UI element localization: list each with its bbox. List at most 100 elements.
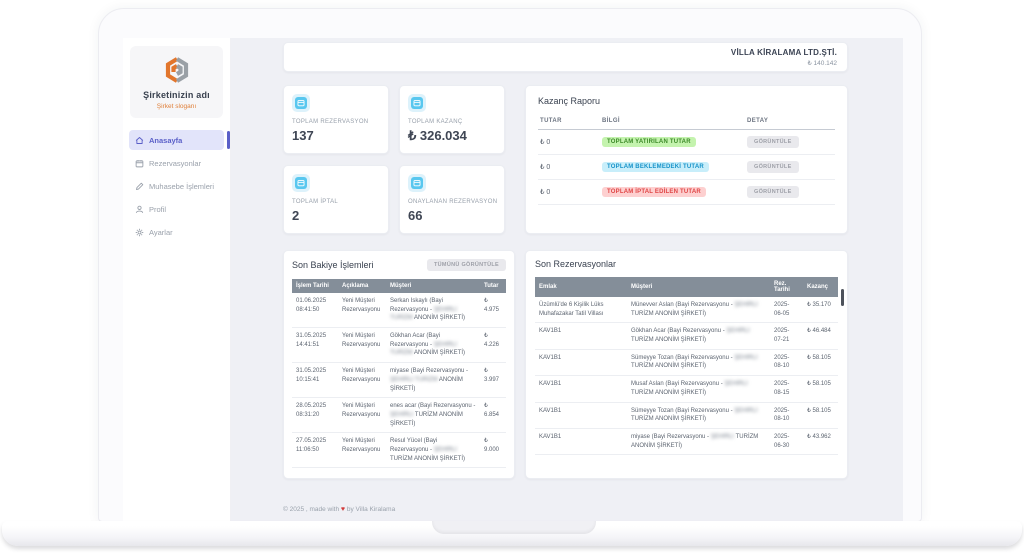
sidebar-item-ayarlar[interactable]: Ayarlar <box>129 222 224 242</box>
stat-value: 2 <box>292 208 300 223</box>
kazanc-cell: ₺ 35.170 <box>803 297 838 324</box>
musteri-cell: Serkan Iskaylı (Bayi Rezervasyonu - ŞEHİ… <box>386 293 480 329</box>
column-header: Tutar <box>480 279 506 293</box>
redacted-text: ŞEHİRLİ <box>726 328 750 335</box>
calendar-icon <box>135 159 144 167</box>
kazanc-cell: ₺ 58.105 <box>803 349 838 377</box>
user-icon <box>135 205 144 213</box>
table-row: Üzümlü'de 6 Kişilik Lüks Muhafazakar Tat… <box>535 297 838 324</box>
sidebar-item-rezervasyonlar[interactable]: Rezervasyonlar <box>129 153 224 173</box>
panel-title: Son Rezervasyonlar <box>535 259 617 269</box>
stat-value: 66 <box>408 208 423 223</box>
son-bakiye-panel: Son Bakiye İşlemleri TÜMÜNÜ GÖRÜNTÜLE İş… <box>283 250 515 479</box>
musteri-cell: Musaf Aslan (Bayi Rezervasyonu - ŞEHİRLİ… <box>627 375 770 403</box>
scrollbar-thumb[interactable] <box>841 289 844 306</box>
rez-tarihi-cell: 2025- 08-10 <box>770 349 803 377</box>
table-row: ₺ 0 TOPLAM BEKLEMEDEKİ TUTAR GÖRÜNTÜLE <box>538 154 835 180</box>
home-icon <box>135 136 144 144</box>
kazanc-raporu-panel: Kazanç Raporu TUTAR BİLGİ DETAY ₺ 0 <box>525 85 848 234</box>
kazanc-raporu-table: TUTAR BİLGİ DETAY ₺ 0 TOPLAM YATIRILAN T… <box>538 115 835 205</box>
reservation-icon <box>292 94 310 112</box>
top-row: TOPLAM REZERVASYON 137 TOPLAM KAZANÇ ₺ 3… <box>283 85 848 234</box>
emlak-cell: KAV1B1 <box>535 375 627 403</box>
rez-tarihi-cell: 2025- 08-15 <box>770 375 803 403</box>
stat-label: TOPLAM İPTAL <box>292 199 339 205</box>
table-row: 31.05.2025 10:15:41 Yeni Müşteri Rezervas… <box>292 362 506 399</box>
sidebar-item-label: Ayarlar <box>149 227 173 237</box>
table-row: KAV1B1 miyase (Bayi Rezervasyonu - ŞEHİR… <box>535 428 838 456</box>
bottom-row: Son Bakiye İşlemleri TÜMÜNÜ GÖRÜNTÜLE İş… <box>283 250 848 479</box>
laptop-screen-frame: Şirketinizin adı Şirket sloganı Anasayfa… <box>98 8 922 522</box>
logo-card: Şirketinizin adı Şirket sloganı <box>130 46 223 118</box>
view-all-button[interactable]: TÜMÜNÜ GÖRÜNTÜLE <box>427 259 506 271</box>
rez-tarihi-cell: 2025- 08-10 <box>770 402 803 429</box>
musteri-cell: Gökhan Acar (Bayi Rezervasyonu - ŞEHİRLİ… <box>627 322 770 350</box>
table-row: KAV1B1 Sümeyye Tozan (Bayi Rezervasyonu … <box>535 402 838 429</box>
tutar-cell: ₺ 0 <box>538 154 600 180</box>
status-badge: TOPLAM BEKLEMEDEKİ TUTAR <box>602 162 709 172</box>
column-header: Rez. Tarihi <box>770 277 803 297</box>
column-header-detay: DETAY <box>745 115 835 130</box>
table-row: ₺ 0 TOPLAM YATIRILAN TUTAR GÖRÜNTÜLE <box>538 129 835 155</box>
musteri-cell: enes acar (Bayi Rezervasyonu - ŞEHİRLİ T… <box>386 397 480 434</box>
musteri-cell: miyase (Bayi Rezervasyonu - ŞEHİRLİ TURİ… <box>627 428 770 456</box>
column-header-tutar: TUTAR <box>538 115 600 130</box>
musteri-cell: Sümeyye Tozan (Bayi Rezervasyonu - ŞEHİR… <box>627 349 770 377</box>
topbar-balance: ₺ 140.142 <box>807 59 837 67</box>
panel-title: Kazanç Raporu <box>538 96 601 106</box>
column-header: Açıklama <box>338 279 386 293</box>
redacted-text: ŞEHİRLİ <box>724 381 748 388</box>
laptop-base <box>2 521 1022 546</box>
table-row: 28.05.2025 08:31:20 Yeni Müşteri Rezervas… <box>292 397 506 434</box>
table-row: KAV1B1 Sümeyye Tozan (Bayi Rezervasyonu … <box>535 349 838 377</box>
sidebar-item-anasayfa[interactable]: Anasayfa <box>129 130 230 150</box>
column-header: Kazanç <box>803 277 838 297</box>
tutar-cell: ₺ 6.854 <box>480 397 506 434</box>
stat-value: ₺ 326.034 <box>408 128 467 143</box>
column-header: İşlem Tarihi <box>292 279 338 293</box>
stats-grid: TOPLAM REZERVASYON 137 TOPLAM KAZANÇ ₺ 3… <box>283 85 505 234</box>
redacted-text: ŞEHİRLİ TURİZM <box>390 376 438 383</box>
sidebar-item-muhasebe[interactable]: Muhasebe İşlemleri <box>129 176 224 196</box>
sidebar-item-label: Profil <box>149 204 167 214</box>
sidebar-item-label: Rezervasyonlar <box>149 158 202 168</box>
emlak-cell: Üzümlü'de 6 Kişilik Lüks Muhafazakar Tat… <box>535 297 627 324</box>
musteri-cell: miyase (Bayi Rezervasyonu - ŞEHİRLİ TURİ… <box>386 362 480 399</box>
view-button[interactable]: GÖRÜNTÜLE <box>747 186 799 198</box>
sidebar-menu: Anasayfa Rezervasyonlar Muhasebe İşlemle… <box>123 128 230 247</box>
islem-tarihi-cell: 31.05.2025 14:41:51 <box>292 327 338 364</box>
kazanc-cell: ₺ 58.105 <box>803 402 838 429</box>
redacted-text: ŞEHİRLİ TURİZM <box>390 306 458 322</box>
stat-label: TOPLAM REZERVASYON <box>292 119 369 125</box>
redacted-text: ŞEHİRLİ <box>390 411 414 418</box>
sidebar-item-label: Anasayfa <box>149 135 183 145</box>
kazanc-cell: ₺ 46.484 <box>803 322 838 350</box>
islem-tarihi-cell: 31.05.2025 10:15:41 <box>292 362 338 399</box>
column-header: Müşteri <box>386 279 480 293</box>
emlak-cell: KAV1B1 <box>535 402 627 429</box>
table-row: 01.06.2025 08:41:50 Yeni Müşteri Rezervas… <box>292 293 506 329</box>
table-row: KAV1B1 Musaf Aslan (Bayi Rezervasyonu - … <box>535 375 838 403</box>
approved-icon <box>408 174 426 192</box>
view-button[interactable]: GÖRÜNTÜLE <box>747 136 799 148</box>
redacted-text: ŞEHİRLİ <box>710 433 735 440</box>
rezervasyonlar-table: Emlak Müşteri Rez. Tarihi Kazanç Üzümlü'… <box>535 277 838 456</box>
view-button[interactable]: GÖRÜNTÜLE <box>747 161 799 173</box>
stat-label: ONAYLANAN REZERVASYON <box>408 199 498 205</box>
column-header: Emlak <box>535 277 627 297</box>
sidebar-item-profil[interactable]: Profil <box>129 199 224 219</box>
aciklama-cell: Yeni Müşteri Rezervasyonu <box>338 362 386 399</box>
musteri-cell: Münevver Aslan (Bayi Rezervasyonu - ŞEHİ… <box>627 297 770 324</box>
redacted-text: ŞEHİRLİ <box>734 354 758 361</box>
redacted-text: ŞEHİRLİ <box>433 446 458 453</box>
tutar-cell: ₺ 0 <box>538 129 600 155</box>
tutar-cell: ₺ 3.997 <box>480 362 506 399</box>
stat-card-toplam-rezervasyon: TOPLAM REZERVASYON 137 <box>283 85 389 154</box>
redacted-text: ŞEHİRLİ <box>734 302 758 308</box>
musteri-cell: Resul Yücel (Bayi Rezervasyonu - ŞEHİRLİ… <box>386 432 480 469</box>
aciklama-cell: Yeni Müşteri Rezervasyonu <box>338 327 386 364</box>
emlak-cell: KAV1B1 <box>535 322 627 350</box>
company-logo-icon <box>165 57 188 83</box>
panel-title: Son Bakiye İşlemleri <box>292 260 374 270</box>
